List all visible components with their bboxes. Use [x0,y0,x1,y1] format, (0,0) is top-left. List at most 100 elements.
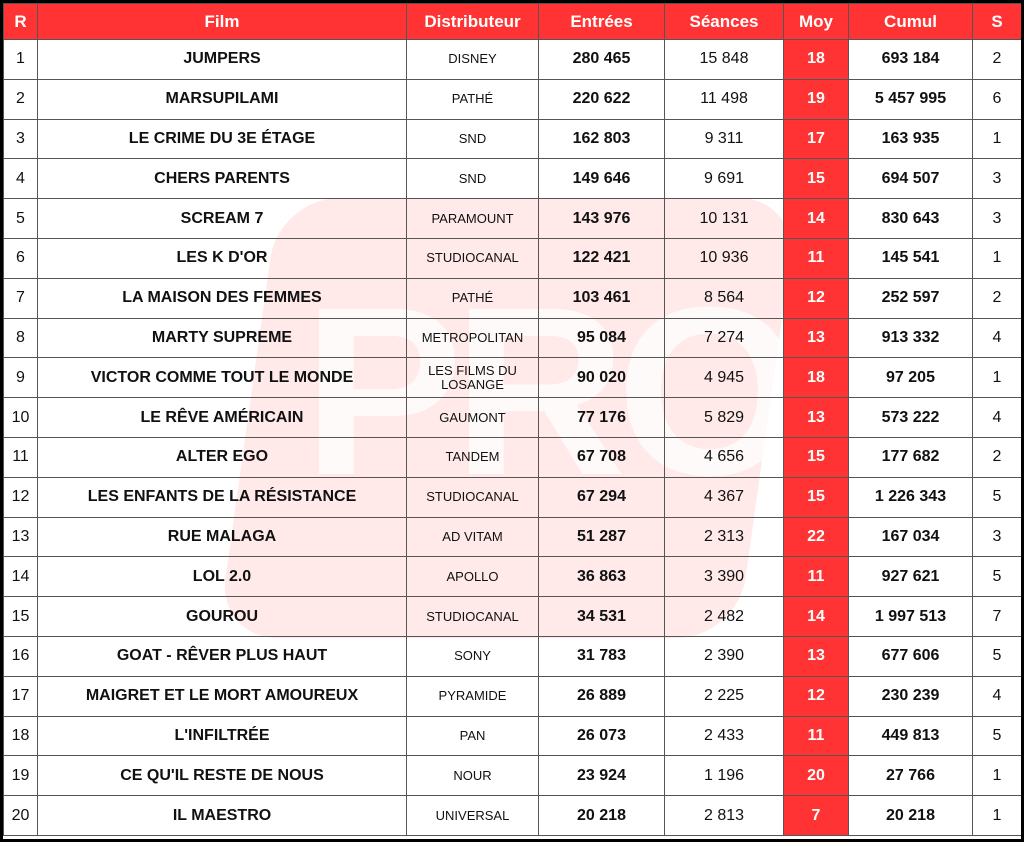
screenings-cell: 4 945 [664,357,784,399]
screenings-cell: 4 656 [664,436,784,478]
screenings-cell: 7 274 [664,317,784,359]
average-cell: 13 [783,635,849,677]
cumulative-cell: 177 682 [848,436,973,478]
entries-cell: 143 976 [538,198,665,239]
table-row: 18 L'INFILTRÉE PAN 26 073 2 433 11 449 813 5 [3,715,1021,757]
box-office-table: R Film Distributeur Entrées Séances Moy … [3,3,1021,836]
entries-cell: 34 531 [538,596,665,637]
film-cell: VICTOR COMME TOUT LE MONDE [37,357,407,399]
distributor-cell: GAUMONT [406,397,539,438]
screenings-cell: 10 131 [664,198,784,239]
entries-cell: 90 020 [538,357,665,399]
rank-cell: 9 [3,357,38,399]
table-row: 2 MARSUPILAMI PATHÉ 220 622 11 498 19 5 457 99… [3,78,1021,120]
rank-cell: 5 [3,198,38,239]
film-cell: L'INFILTRÉE [37,715,407,757]
table-row: 7 LA MAISON DES FEMMES PATHÉ 103 461 8 564 12… [3,277,1021,319]
header-row: R Film Distributeur Entrées Séances Moy … [3,3,1021,40]
distributor-cell: DISNEY [406,39,539,80]
film-cell: CE QU'IL RESTE DE NOUS [37,755,407,797]
table-row: 8 MARTY SUPREME METROPOLITAN 95 084 7 274 13 9… [3,317,1021,359]
average-cell: 17 [783,118,849,160]
rank-cell: 14 [3,556,38,598]
cumulative-cell: 694 507 [848,158,973,200]
screenings-cell: 11 498 [664,78,784,120]
distributor-cell: TANDEM [406,436,539,478]
film-cell: CHERS PARENTS [37,158,407,200]
film-cell: LES K D'OR [37,237,407,279]
film-cell: LE CRIME DU 3E ÉTAGE [37,118,407,160]
screenings-cell: 2 225 [664,675,784,717]
rank-cell: 17 [3,675,38,717]
distributor-cell: LES FILMS DU LOSANGE [406,357,539,399]
cumulative-cell: 167 034 [848,516,973,558]
table-row: 3 LE CRIME DU 3E ÉTAGE SND 162 803 9 311 17 16… [3,118,1021,160]
rank-cell: 19 [3,755,38,797]
table-row: 11 ALTER EGO TANDEM 67 708 4 656 15 177 682 2 [3,436,1021,478]
film-cell: LES ENFANTS DE LA RÉSISTANCE [37,476,407,518]
distributor-cell: PARAMOUNT [406,198,539,239]
average-cell: 18 [783,39,849,80]
cumulative-cell: 230 239 [848,675,973,717]
average-cell: 15 [783,476,849,518]
weeks-cell: 2 [972,277,1021,319]
weeks-cell: 5 [972,715,1021,757]
average-cell: 12 [783,277,849,319]
screenings-cell: 9 311 [664,118,784,160]
screenings-cell: 2 433 [664,715,784,757]
header-average: Moy [783,3,849,40]
cumulative-cell: 1 226 343 [848,476,973,518]
weeks-cell: 5 [972,556,1021,598]
weeks-cell: 2 [972,39,1021,80]
table-row: 17 MAIGRET ET LE MORT AMOUREUX PYRAMIDE 26 … [3,675,1021,717]
entries-cell: 280 465 [538,39,665,80]
entries-cell: 77 176 [538,397,665,438]
weeks-cell: 3 [972,198,1021,239]
header-film: Film [37,3,407,40]
average-cell: 19 [783,78,849,120]
average-cell: 13 [783,317,849,359]
rank-cell: 8 [3,317,38,359]
screenings-cell: 1 196 [664,755,784,797]
distributor-cell: APOLLO [406,556,539,598]
rank-cell: 20 [3,795,38,836]
film-cell: GOAT - RÊVER PLUS HAUT [37,635,407,677]
table-row: 14 LOL 2.0 APOLLO 36 863 3 390 11 927 621 5 [3,556,1021,598]
cumulative-cell: 927 621 [848,556,973,598]
film-cell: SCREAM 7 [37,198,407,239]
weeks-cell: 1 [972,755,1021,797]
screenings-cell: 10 936 [664,237,784,279]
average-cell: 14 [783,596,849,637]
entries-cell: 67 708 [538,436,665,478]
rank-cell: 18 [3,715,38,757]
cumulative-cell: 163 935 [848,118,973,160]
screenings-cell: 2 390 [664,635,784,677]
weeks-cell: 1 [972,118,1021,160]
entries-cell: 149 646 [538,158,665,200]
entries-cell: 26 889 [538,675,665,717]
cumulative-cell: 573 222 [848,397,973,438]
entries-cell: 122 421 [538,237,665,279]
average-cell: 15 [783,158,849,200]
screenings-cell: 2 813 [664,795,784,836]
distributor-cell: SONY [406,635,539,677]
film-cell: LOL 2.0 [37,556,407,598]
film-cell: RUE MALAGA [37,516,407,558]
rank-cell: 15 [3,596,38,637]
distributor-cell: UNIVERSAL [406,795,539,836]
film-cell: MAIGRET ET LE MORT AMOUREUX [37,675,407,717]
entries-cell: 23 924 [538,755,665,797]
screenings-cell: 2 482 [664,596,784,637]
weeks-cell: 5 [972,635,1021,677]
distributor-cell: STUDIOCANAL [406,476,539,518]
rank-cell: 16 [3,635,38,677]
cumulative-cell: 1 997 513 [848,596,973,637]
distributor-cell: SND [406,158,539,200]
entries-cell: 103 461 [538,277,665,319]
rank-cell: 11 [3,436,38,478]
cumulative-cell: 913 332 [848,317,973,359]
weeks-cell: 6 [972,78,1021,120]
entries-cell: 31 783 [538,635,665,677]
average-cell: 15 [783,436,849,478]
header-cumulative: Cumul [848,3,973,40]
